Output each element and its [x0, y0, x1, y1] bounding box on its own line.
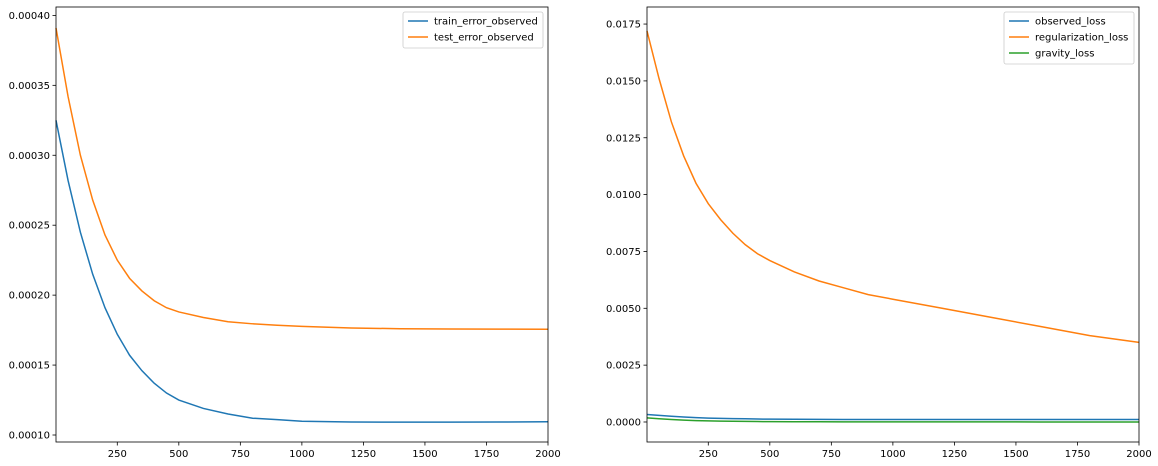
- x-tick-label: 1750: [474, 449, 499, 460]
- legend-label-train_error_observed: train_error_observed: [434, 17, 538, 28]
- y-tick-label: 0.0150: [606, 76, 641, 87]
- y-tick-label: 0.00025: [9, 221, 50, 232]
- series-line-observed_loss: [646, 413, 1139, 421]
- legend-label-test_error_observed: test_error_observed: [434, 33, 534, 44]
- y-tick-label: 0.00035: [9, 81, 50, 92]
- y-tick-label: 0.0125: [606, 133, 641, 144]
- x-tick-label: 1500: [412, 449, 437, 460]
- x-tick-label: 250: [108, 449, 127, 460]
- legend-box: [402, 11, 544, 49]
- y-tick-label: 0.0050: [606, 304, 641, 315]
- y-tick-label: 0.0025: [606, 361, 641, 372]
- x-tick-label: 2000: [535, 449, 560, 460]
- y-tick-label: 0.00015: [9, 361, 50, 372]
- legend-box: [1003, 11, 1135, 65]
- series-line-test_error_observed: [55, 27, 549, 331]
- series-line-regularization_loss: [646, 30, 1140, 344]
- x-tick-label: 1000: [289, 449, 314, 460]
- legend-label-observed_loss: observed_loss: [1035, 17, 1106, 28]
- x-tick-label: 1000: [880, 449, 905, 460]
- y-tick-label: 0.0175: [606, 20, 641, 31]
- series-line-gravity_loss: [646, 417, 1139, 423]
- x-tick-label: 1500: [1003, 449, 1028, 460]
- x-tick-label: 500: [169, 449, 188, 460]
- series-line-train_error_observed: [55, 120, 549, 423]
- legend-label-gravity_loss: gravity_loss: [1035, 49, 1094, 60]
- right-chart: 250 500 750 1000 1250 1500 1750 2000 0.0000 0.002…: [606, 6, 1152, 460]
- legend: train_error_observed test_error_observed: [402, 11, 544, 49]
- x-tick-label: 750: [231, 449, 250, 460]
- y-tick-label: 0.00030: [9, 151, 50, 162]
- legend-label-regularization_loss: regularization_loss: [1035, 33, 1128, 44]
- x-tick-label: 1250: [942, 449, 967, 460]
- left-chart: 250 500 750 1000 1250 1500 1750 2000 0.00010 0.00…: [9, 6, 561, 460]
- x-tick-label: 2000: [1126, 449, 1151, 460]
- y-tick-label: 0.0000: [606, 417, 641, 428]
- y-tick-label: 0.0075: [606, 247, 641, 258]
- x-tick-label: 250: [699, 449, 718, 460]
- x-tick-label: 1750: [1065, 449, 1090, 460]
- legend: observed_loss regularization_loss gravity_…: [1003, 11, 1135, 65]
- x-tick-label: 750: [822, 449, 841, 460]
- y-tick-label: 0.0100: [606, 190, 641, 201]
- x-tick-label: 1250: [351, 449, 376, 460]
- y-tick-label: 0.00020: [9, 291, 50, 302]
- y-tick-label: 0.00040: [9, 11, 50, 22]
- y-tick-label: 0.00010: [9, 431, 50, 442]
- x-tick-label: 500: [760, 449, 779, 460]
